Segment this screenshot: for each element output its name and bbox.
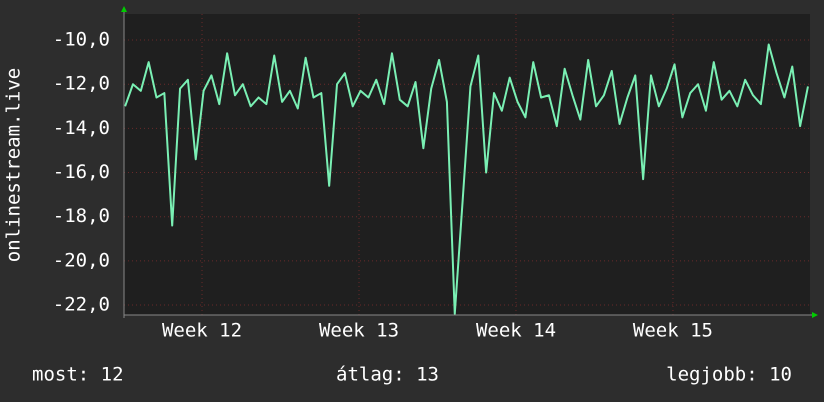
y-arrow	[121, 6, 127, 12]
y-tick-label: -22,0	[53, 294, 110, 316]
x-arrow	[812, 312, 818, 318]
summary-max: legjobb: 10	[666, 364, 792, 386]
y-axis-label: onlinestream.live	[3, 68, 25, 262]
plot	[124, 43, 809, 315]
x-tick-label: Week 15	[633, 320, 713, 342]
summary-average: átlag: 13	[336, 364, 439, 386]
summary-current: most: 12	[32, 364, 124, 386]
plot-area	[124, 14, 810, 315]
y-tick-label: -10,0	[53, 29, 110, 51]
y-tick-label: -20,0	[53, 249, 110, 271]
series-line	[124, 43, 809, 315]
y-tick-label: -14,0	[53, 117, 110, 139]
x-tick-label: Week 13	[319, 320, 399, 342]
y-tick-label: -12,0	[53, 73, 110, 95]
y-tick-label: -18,0	[53, 205, 110, 227]
x-tick-label: Week 14	[476, 320, 556, 342]
x-tick-label: Week 12	[162, 320, 242, 342]
y-tick-label: -16,0	[53, 161, 110, 183]
